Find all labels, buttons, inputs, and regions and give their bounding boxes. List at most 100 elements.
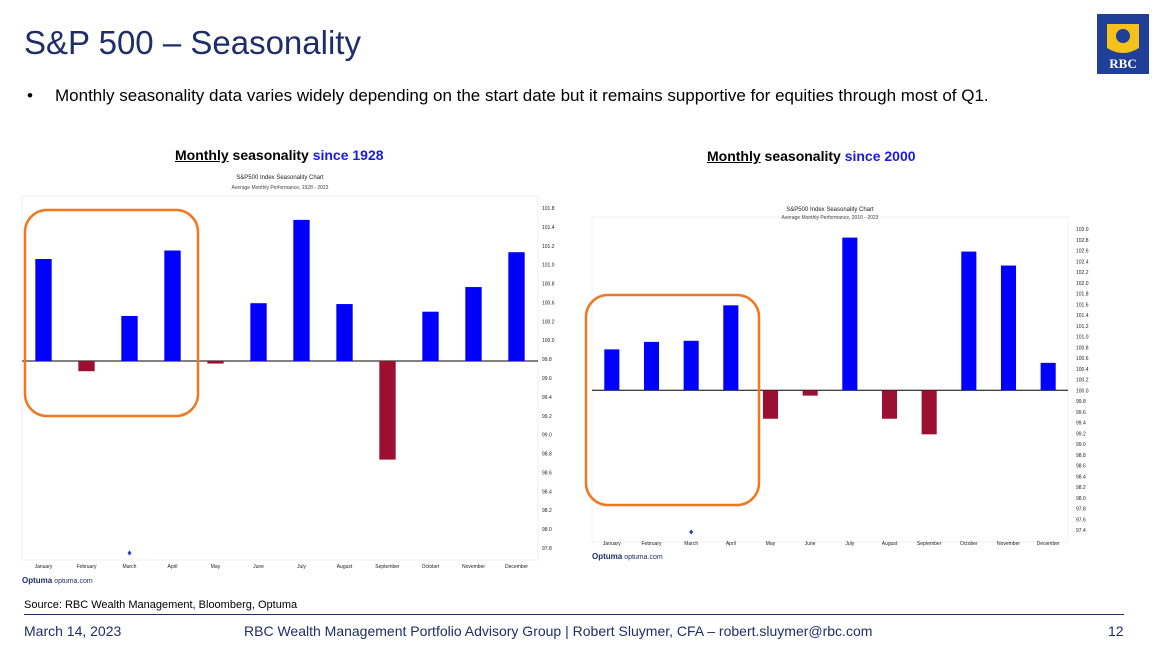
y-tick-label: 100.8 xyxy=(1076,345,1089,351)
footer-center: RBC Wealth Management Portfolio Advisory… xyxy=(244,623,873,639)
y-tick-label: 100.2 xyxy=(542,319,555,325)
bar-june xyxy=(802,390,818,396)
x-tick-label: May xyxy=(211,564,221,570)
y-tick-label: 98.8 xyxy=(542,452,552,458)
x-tick-label: May xyxy=(766,541,776,547)
bar-may xyxy=(207,361,224,364)
y-tick-label: 99.8 xyxy=(542,357,552,363)
x-tick-label: September xyxy=(375,564,400,570)
footer-divider xyxy=(24,614,1124,615)
y-tick-label: 101.8 xyxy=(1076,292,1089,298)
y-tick-label: 101.6 xyxy=(1076,302,1089,308)
x-tick-label: July xyxy=(297,564,306,570)
chart-subtitle: Average Monthly Performance, 2010 - 2023 xyxy=(782,215,879,221)
x-tick-label: July xyxy=(845,541,854,547)
y-tick-label: 98.8 xyxy=(1076,453,1086,459)
y-tick-label: 99.2 xyxy=(1076,431,1086,437)
q1-highlight-box xyxy=(23,208,200,418)
logo-text: RBC xyxy=(1109,56,1136,71)
bar-august xyxy=(881,390,898,419)
x-tick-label: August xyxy=(882,541,898,547)
bullet-icon: • xyxy=(27,86,33,105)
bar-december xyxy=(508,252,525,361)
x-tick-label: October xyxy=(960,541,978,547)
optuma-name: Optuma xyxy=(22,576,53,585)
y-tick-label: 99.0 xyxy=(1076,442,1086,448)
bar-may xyxy=(762,390,779,419)
heading-plain: seasonality xyxy=(228,147,313,163)
optuma-logo-right: Optuma optuma.com xyxy=(592,552,663,561)
q1-highlight-box xyxy=(584,293,761,507)
bar-november xyxy=(465,287,482,361)
y-tick-label: 97.6 xyxy=(1076,517,1086,523)
x-tick-label: June xyxy=(253,564,264,570)
x-tick-label: December xyxy=(1037,541,1060,547)
y-tick-label: 99.4 xyxy=(1076,421,1086,427)
y-tick-label: 99.6 xyxy=(1076,410,1086,416)
y-tick-label: 97.8 xyxy=(1076,507,1086,513)
bar-june xyxy=(250,303,267,361)
y-tick-label: 101.2 xyxy=(1076,324,1089,330)
y-tick-label: 101.2 xyxy=(542,244,555,250)
y-tick-label: 98.0 xyxy=(542,527,552,533)
x-tick-label: March xyxy=(684,541,698,547)
bar-february xyxy=(78,361,95,372)
chart-title: S&P500 Index Seasonality Chart xyxy=(786,207,874,213)
bar-october xyxy=(961,251,977,391)
y-tick-label: 100.8 xyxy=(542,282,555,288)
y-tick-label: 98.4 xyxy=(1076,474,1086,480)
y-tick-label: 101.8 xyxy=(542,206,555,212)
y-tick-label: 99.6 xyxy=(542,376,552,382)
x-tick-label: June xyxy=(805,541,816,547)
y-tick-label: 102.4 xyxy=(1076,259,1089,265)
bar-july xyxy=(293,219,310,361)
source-note: Source: RBC Wealth Management, Bloomberg… xyxy=(24,599,298,611)
chart-heading-right: Monthly seasonality since 2000 xyxy=(707,148,916,164)
heading-underlined: Monthly xyxy=(175,147,229,163)
bar-january xyxy=(35,259,52,361)
x-tick-label: September xyxy=(917,541,942,547)
bar-july xyxy=(842,237,858,391)
bar-april xyxy=(164,250,181,361)
chart-subtitle: Average Monthly Performance, 1928 - 2023 xyxy=(232,185,329,191)
y-tick-label: 97.8 xyxy=(542,546,552,552)
y-tick-label: 102.6 xyxy=(1076,249,1089,255)
y-tick-label: 101.0 xyxy=(542,263,555,269)
x-tick-label: January xyxy=(35,564,53,570)
x-tick-label: April xyxy=(167,564,177,570)
y-tick-label: 97.4 xyxy=(1076,528,1086,534)
y-tick-label: 99.4 xyxy=(542,395,552,401)
y-tick-label: 100.6 xyxy=(542,300,555,306)
footer-page-number: 12 xyxy=(1108,623,1124,639)
slide-title: S&P 500 – Seasonality xyxy=(24,24,361,61)
y-tick-label: 99.8 xyxy=(1076,399,1086,405)
y-tick-label: 101.0 xyxy=(1076,335,1089,341)
rbc-logo: RBC xyxy=(1097,14,1149,74)
bar-march xyxy=(121,315,138,361)
optuma-name: Optuma xyxy=(592,552,623,561)
y-tick-label: 98.2 xyxy=(542,508,552,514)
chart-plot-area xyxy=(21,195,539,561)
y-tick-label: 100.2 xyxy=(1076,378,1089,384)
optuma-caption: optuma.com xyxy=(624,554,663,561)
y-tick-label: 100.0 xyxy=(542,338,555,344)
bar-january xyxy=(604,349,620,391)
y-tick-label: 100.4 xyxy=(1076,367,1089,373)
x-tick-label: March xyxy=(123,564,137,570)
bar-april xyxy=(723,305,739,391)
bar-september xyxy=(921,390,937,435)
y-tick-label: 102.2 xyxy=(1076,270,1089,276)
heading-highlight: since 2000 xyxy=(844,148,916,164)
y-tick-label: 100.0 xyxy=(1076,388,1089,394)
x-tick-label: November xyxy=(997,541,1020,547)
x-tick-label: August xyxy=(337,564,353,570)
y-tick-label: 100.6 xyxy=(1076,356,1089,362)
bar-august xyxy=(336,304,353,361)
y-tick-label: 98.4 xyxy=(542,489,552,495)
current-month-marker-icon xyxy=(689,529,694,535)
x-tick-label: October xyxy=(422,564,440,570)
current-month-marker-icon xyxy=(127,550,132,556)
y-tick-label: 98.2 xyxy=(1076,485,1086,491)
x-tick-label: January xyxy=(603,541,621,547)
x-tick-label: February xyxy=(76,564,97,570)
